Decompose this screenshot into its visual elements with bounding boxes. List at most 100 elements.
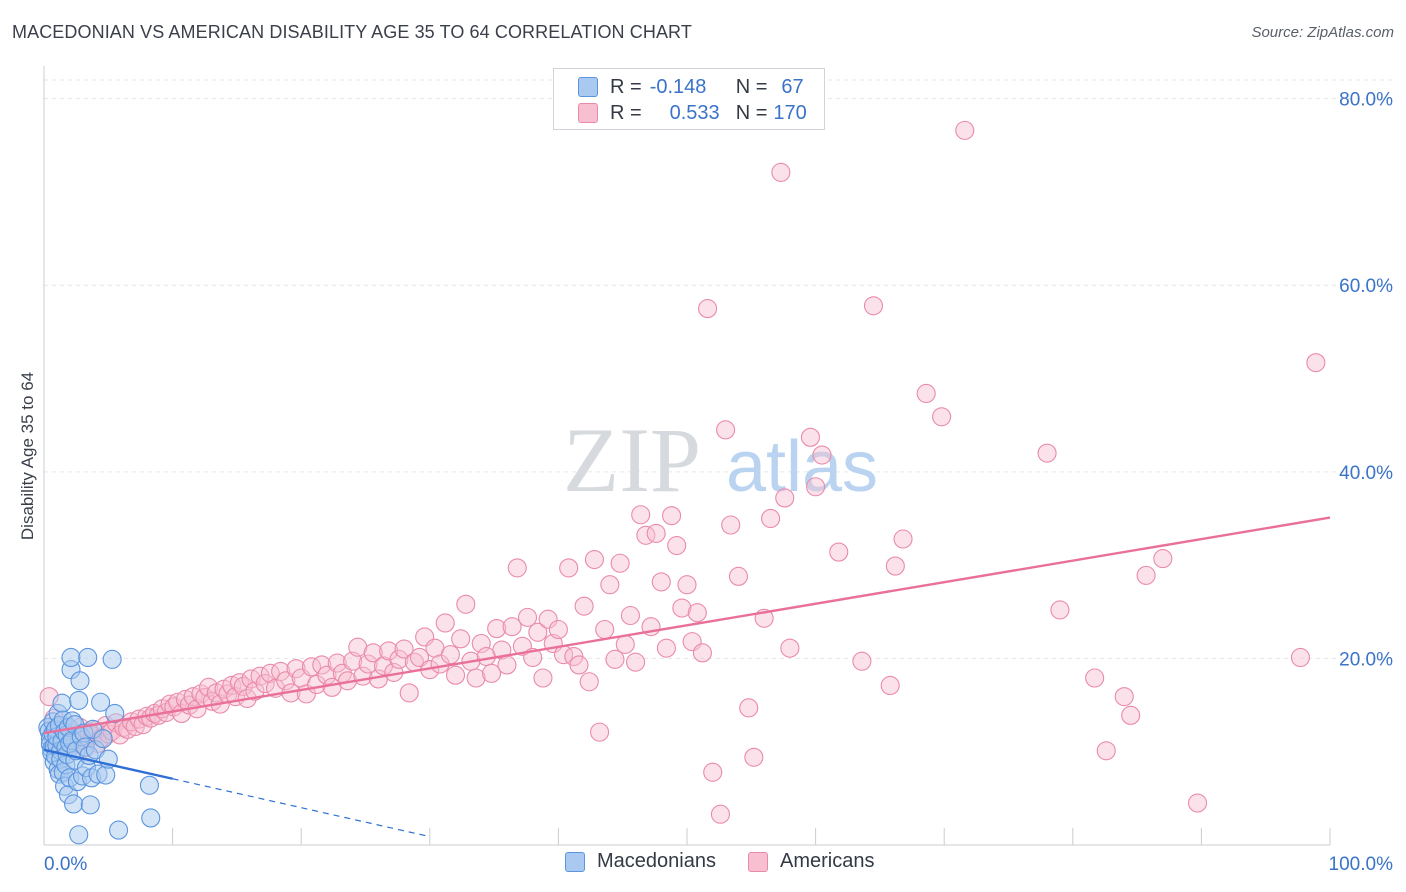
american-point	[863, 296, 884, 316]
american-points	[39, 120, 1326, 824]
american-point	[590, 722, 610, 742]
american-point	[466, 668, 486, 688]
american-point	[363, 643, 383, 663]
macedonian-point	[69, 690, 89, 710]
macedonian-point	[139, 775, 160, 795]
stats-row-american: R = 0.533 N = 170	[578, 100, 807, 126]
macedonian-point	[141, 808, 161, 828]
american-point	[507, 558, 527, 578]
american-point	[893, 529, 913, 549]
macedonian-swatch	[578, 77, 598, 97]
american-point	[626, 652, 646, 672]
n-label: N =	[735, 101, 768, 124]
american-point	[916, 383, 936, 404]
tick-labels: 20.0% 40.0% 60.0% 80.0% 0.0% 100.0%	[44, 90, 1393, 875]
american-point	[656, 638, 676, 658]
american-point	[409, 647, 430, 668]
american-point	[1290, 647, 1310, 668]
american-point	[651, 572, 671, 592]
macedonian-point	[64, 794, 84, 814]
american-point	[1187, 793, 1208, 813]
american-r-value: 0.533	[669, 101, 720, 124]
y-tick-label: 40.0%	[1339, 463, 1393, 484]
american-point	[451, 629, 471, 649]
american-point	[677, 575, 697, 595]
macedonian-point	[69, 825, 89, 845]
american-point	[1136, 565, 1156, 585]
y-axis-label: Disability Age 35 to 64	[18, 371, 37, 541]
american-point	[610, 553, 630, 573]
american-swatch	[578, 103, 598, 123]
american-point	[716, 420, 736, 440]
macedonian-point	[93, 729, 113, 749]
american-point	[487, 619, 507, 639]
macedonian-point	[61, 647, 81, 668]
american-point	[631, 505, 651, 525]
american-point	[1037, 443, 1057, 463]
american-point	[358, 654, 378, 674]
american-point	[692, 643, 712, 663]
legend-item-americans[interactable]: Americans	[748, 850, 874, 873]
american-point	[584, 549, 604, 570]
american-point	[1153, 549, 1173, 569]
n-label: N =	[735, 75, 768, 98]
american-point	[829, 542, 849, 562]
american-point	[800, 427, 821, 447]
american-point	[615, 634, 635, 654]
american-trend-line	[43, 516, 1331, 735]
american-point	[456, 594, 476, 614]
american-point	[775, 488, 795, 508]
macedonian-point	[96, 765, 116, 785]
macedonian-point	[109, 820, 129, 840]
macedonian-point	[102, 649, 122, 669]
american-point	[517, 607, 538, 627]
trend-lines	[43, 516, 1331, 838]
american-point	[739, 698, 759, 718]
american-point	[191, 684, 211, 704]
macedonian-n-value: 67	[781, 75, 804, 98]
american-point	[1085, 668, 1105, 688]
american-point	[271, 661, 291, 682]
american-point	[312, 655, 332, 675]
watermark-zip: ZIP	[563, 409, 701, 511]
american-point	[595, 619, 615, 640]
macedonian-point	[80, 795, 100, 815]
american-point	[255, 674, 275, 694]
american-point	[687, 603, 707, 623]
macedonian-point	[70, 671, 90, 691]
american-point	[286, 659, 306, 679]
american-point	[317, 665, 337, 685]
american-point	[569, 655, 589, 675]
american-point	[662, 506, 682, 526]
american-point	[932, 407, 952, 427]
american-point	[1096, 741, 1116, 761]
american-point	[394, 639, 414, 659]
american-point	[710, 804, 730, 824]
american-point	[538, 609, 558, 629]
r-label: R =	[610, 75, 642, 98]
legend-item-macedonians[interactable]: Macedonians	[565, 850, 716, 873]
american-point	[435, 613, 455, 633]
american-point	[646, 523, 666, 543]
legend-label-macedonians: Macedonians	[597, 850, 716, 872]
american-point	[605, 649, 625, 669]
american-point	[481, 663, 502, 683]
american-point	[1306, 353, 1326, 373]
american-point	[1121, 705, 1141, 725]
american-point	[955, 120, 975, 140]
american-point	[698, 299, 718, 319]
american-point	[761, 508, 781, 529]
series-legend: Macedonians Americans	[0, 850, 1406, 878]
american-point	[703, 762, 723, 782]
macedonian-points	[38, 647, 161, 845]
source-label: Source: ZipAtlas.com	[1251, 24, 1394, 41]
stats-legend: R = -0.148 N = 67 R = 0.533 N = 170	[553, 68, 825, 130]
american-point	[327, 653, 347, 673]
y-tick-label: 80.0%	[1339, 90, 1393, 111]
x-tick-label: 100.0%	[1329, 854, 1394, 875]
watermark: ZIP atlas	[563, 409, 878, 511]
american-point	[548, 619, 568, 640]
american-point	[245, 681, 265, 701]
y-tick-label: 60.0%	[1339, 276, 1393, 297]
